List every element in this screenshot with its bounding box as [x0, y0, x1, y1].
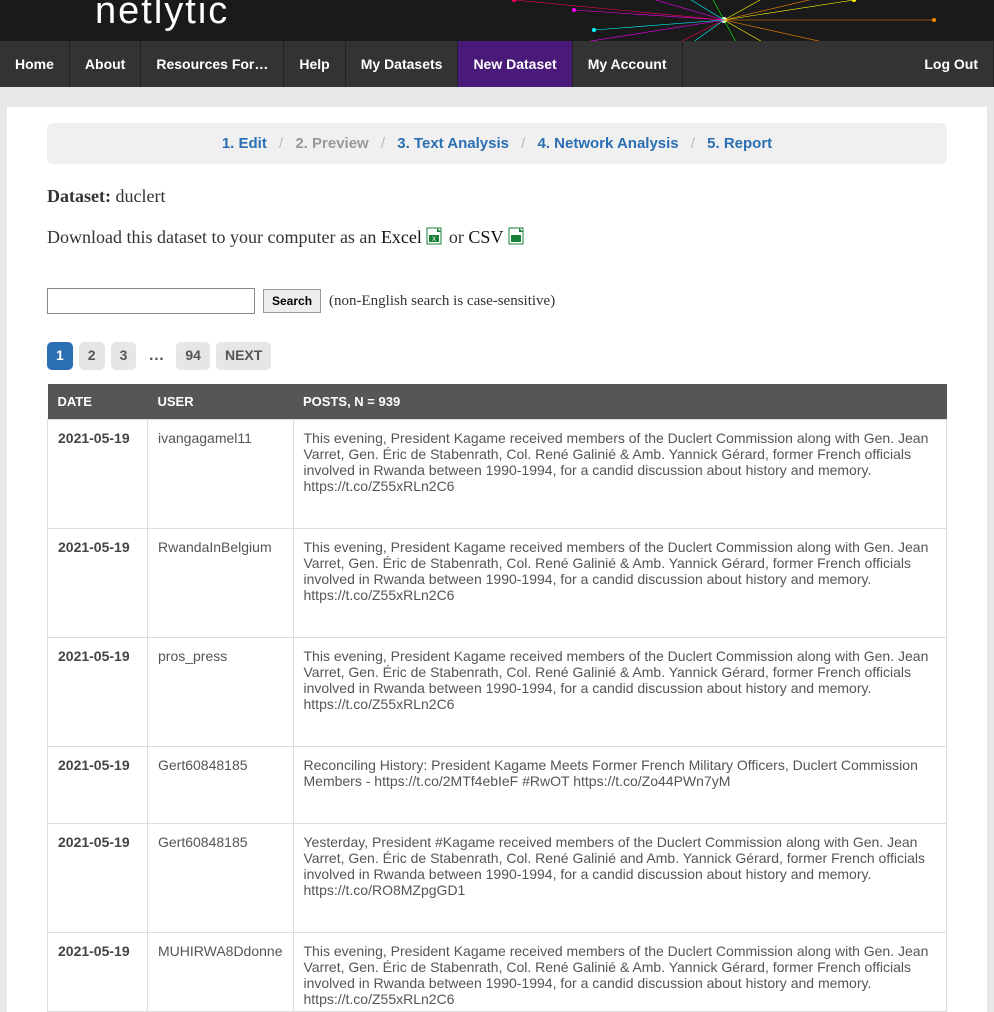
search-button[interactable]: Search	[263, 289, 321, 313]
dataset-title: Dataset: duclert	[47, 186, 947, 207]
step-preview: 2. Preview	[295, 135, 368, 152]
page-1[interactable]: 1	[47, 342, 73, 370]
table-row: 2021-05-19MUHIRWA8DdonneThis evening, Pr…	[48, 933, 947, 1012]
table-row: 2021-05-19RwandaInBelgiumThis evening, P…	[48, 529, 947, 638]
main-nav: HomeAboutResources For…HelpMy DatasetsNe…	[0, 41, 994, 87]
table-row: 2021-05-19Gert60848185Reconciling Histor…	[48, 747, 947, 824]
dataset-label: Dataset:	[47, 186, 111, 206]
page-content: 1. Edit / 2. Preview / 3. Text Analysis …	[7, 107, 987, 1012]
step-text-analysis[interactable]: 3. Text Analysis	[397, 135, 509, 152]
search-input[interactable]	[47, 288, 255, 314]
col-posts: POSTS, N = 939	[293, 384, 947, 420]
cell-date: 2021-05-19	[48, 420, 148, 529]
wizard-steps: 1. Edit / 2. Preview / 3. Text Analysis …	[47, 123, 947, 164]
cell-user: MUHIRWA8Ddonne	[148, 933, 294, 1012]
search-hint: (non-English search is case-sensitive)	[329, 293, 555, 310]
csv-icon	[508, 227, 526, 245]
cell-post: This evening, President Kagame received …	[293, 933, 947, 1012]
nav-home[interactable]: Home	[0, 41, 70, 87]
cell-post: Reconciling History: President Kagame Me…	[293, 747, 947, 824]
cell-user: Gert60848185	[148, 824, 294, 933]
posts-table: DATE USER POSTS, N = 939 2021-05-19ivang…	[47, 384, 947, 1012]
nav-resources-for-[interactable]: Resources For…	[141, 41, 284, 87]
cell-date: 2021-05-19	[48, 747, 148, 824]
nav-about[interactable]: About	[70, 41, 141, 87]
dataset-name: duclert	[115, 186, 165, 206]
table-row: 2021-05-19ivangagamel11This evening, Pre…	[48, 420, 947, 529]
brand-logo: netlytic	[95, 0, 229, 33]
page-3[interactable]: 3	[111, 342, 137, 370]
nav-my-datasets[interactable]: My Datasets	[346, 41, 459, 87]
download-csv-link[interactable]: CSV	[468, 227, 525, 247]
cell-date: 2021-05-19	[48, 933, 148, 1012]
cell-date: 2021-05-19	[48, 824, 148, 933]
cell-post: This evening, President Kagame received …	[293, 420, 947, 529]
step-report[interactable]: 5. Report	[707, 135, 772, 152]
svg-text:X: X	[432, 237, 436, 243]
pager-ellipsis: …	[142, 342, 170, 370]
cell-user: Gert60848185	[148, 747, 294, 824]
cell-post: This evening, President Kagame received …	[293, 638, 947, 747]
col-user: USER	[148, 384, 294, 420]
cell-user: RwandaInBelgium	[148, 529, 294, 638]
table-row: 2021-05-19pros_pressThis evening, Presid…	[48, 638, 947, 747]
nav-logout[interactable]: Log Out	[909, 41, 994, 87]
top-banner: netlytic	[0, 0, 994, 41]
page-2[interactable]: 2	[79, 342, 105, 370]
col-date: DATE	[48, 384, 148, 420]
network-art-icon	[494, 0, 954, 41]
page-last[interactable]: 94	[176, 342, 210, 370]
step-edit[interactable]: 1. Edit	[222, 135, 267, 152]
nav-my-account[interactable]: My Account	[573, 41, 683, 87]
table-row: 2021-05-19Gert60848185Yesterday, Preside…	[48, 824, 947, 933]
step-network-analysis[interactable]: 4. Network Analysis	[537, 135, 678, 152]
download-line: Download this dataset to your computer a…	[47, 227, 947, 248]
cell-date: 2021-05-19	[48, 529, 148, 638]
search-row: Search (non-English search is case-sensi…	[47, 288, 947, 314]
page-next[interactable]: NEXT	[216, 342, 271, 370]
cell-date: 2021-05-19	[48, 638, 148, 747]
cell-post: Yesterday, President #Kagame received me…	[293, 824, 947, 933]
pager: 123…94NEXT	[47, 342, 947, 370]
nav-new-dataset[interactable]: New Dataset	[458, 41, 572, 87]
cell-user: ivangagamel11	[148, 420, 294, 529]
nav-help[interactable]: Help	[284, 41, 345, 87]
excel-icon: X	[426, 227, 444, 245]
cell-user: pros_press	[148, 638, 294, 747]
download-excel-link[interactable]: Excel X	[381, 227, 449, 247]
cell-post: This evening, President Kagame received …	[293, 529, 947, 638]
